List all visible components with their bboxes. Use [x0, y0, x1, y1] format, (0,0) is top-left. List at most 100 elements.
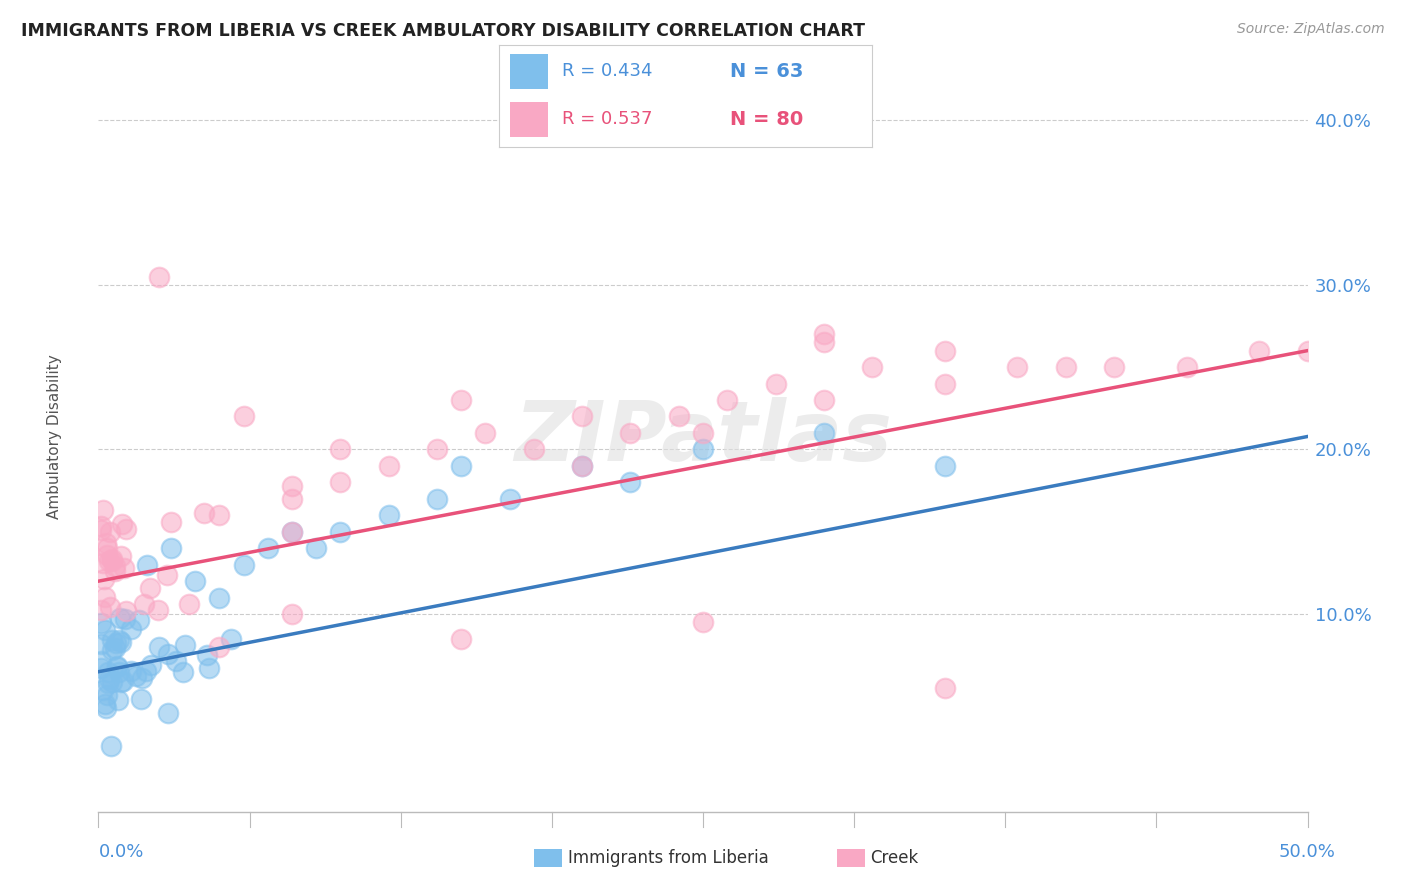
Point: [498, 491, 520, 506]
Point: [523, 442, 546, 457]
Point: [934, 376, 956, 391]
Point: [114, 611, 136, 625]
Point: [571, 409, 593, 424]
Point: [934, 681, 956, 696]
Point: [329, 442, 352, 457]
Point: [120, 622, 142, 636]
Point: [90, 654, 112, 668]
Point: [100, 551, 122, 566]
Point: [114, 523, 136, 537]
Point: [98, 524, 121, 539]
Point: [813, 327, 835, 342]
Point: [107, 665, 129, 679]
Point: [148, 269, 170, 284]
Point: [281, 524, 304, 539]
Point: [1007, 360, 1029, 375]
Point: [90, 519, 112, 533]
Point: [90, 637, 112, 651]
Point: [97, 665, 120, 679]
Point: [571, 458, 593, 473]
Point: [177, 597, 200, 611]
Point: [125, 669, 148, 683]
Point: [329, 524, 352, 539]
Point: [111, 516, 134, 531]
Point: [813, 392, 835, 407]
Text: N = 63: N = 63: [730, 62, 803, 81]
Point: [157, 648, 180, 662]
Point: [813, 425, 835, 440]
Point: [619, 425, 641, 440]
Point: [129, 692, 152, 706]
Point: [208, 508, 231, 523]
Point: [221, 632, 243, 646]
Point: [94, 700, 117, 714]
Point: [91, 682, 114, 697]
Point: [105, 659, 128, 673]
Text: IMMIGRANTS FROM LIBERIA VS CREEK AMBULATORY DISABILITY CORRELATION CHART: IMMIGRANTS FROM LIBERIA VS CREEK AMBULAT…: [21, 22, 865, 40]
Point: [135, 558, 157, 572]
Point: [96, 688, 118, 702]
Text: N = 80: N = 80: [730, 110, 803, 129]
Point: [692, 615, 714, 630]
Point: [1102, 360, 1125, 375]
Point: [232, 409, 254, 424]
Text: 50.0%: 50.0%: [1279, 843, 1336, 861]
Point: [108, 610, 131, 624]
Point: [619, 475, 641, 490]
Point: [172, 665, 194, 679]
Point: [165, 654, 187, 668]
Point: [101, 643, 124, 657]
Point: [93, 572, 115, 586]
Point: [128, 613, 150, 627]
Point: [195, 648, 218, 663]
Point: [90, 603, 112, 617]
Point: [426, 491, 449, 506]
Point: [184, 574, 207, 589]
Bar: [510, 54, 547, 88]
Point: [110, 549, 132, 563]
Point: [156, 567, 179, 582]
Point: [160, 516, 183, 530]
Text: Source: ZipAtlas.com: Source: ZipAtlas.com: [1237, 22, 1385, 37]
Point: [110, 635, 132, 649]
Point: [105, 660, 128, 674]
Point: [98, 599, 121, 614]
Point: [97, 553, 120, 567]
Point: [281, 479, 304, 493]
Point: [90, 523, 112, 537]
Point: [94, 590, 117, 604]
Text: Immigrants from Liberia: Immigrants from Liberia: [568, 849, 769, 867]
Point: [934, 343, 956, 358]
Point: [90, 616, 112, 631]
Point: [450, 392, 472, 407]
Point: [193, 506, 215, 520]
Point: [571, 458, 593, 473]
Point: [135, 664, 157, 678]
Point: [813, 335, 835, 350]
Point: [96, 541, 118, 556]
Point: [104, 640, 127, 655]
Point: [112, 561, 135, 575]
Point: [96, 549, 118, 563]
Point: [104, 564, 127, 578]
Point: [716, 392, 738, 407]
Point: [107, 693, 129, 707]
Point: [450, 632, 472, 646]
Point: [668, 409, 690, 424]
Point: [198, 660, 221, 674]
Point: [1054, 360, 1077, 375]
Point: [97, 676, 120, 690]
Point: [120, 664, 142, 678]
Point: [115, 604, 138, 618]
Point: [107, 632, 129, 647]
Point: [281, 607, 304, 621]
Point: [860, 360, 883, 375]
Point: [100, 632, 122, 647]
Text: R = 0.537: R = 0.537: [562, 111, 652, 128]
Point: [134, 597, 156, 611]
Point: [146, 603, 169, 617]
Point: [148, 640, 170, 654]
Point: [90, 661, 112, 675]
Text: R = 0.434: R = 0.434: [562, 62, 652, 80]
Point: [377, 458, 399, 473]
